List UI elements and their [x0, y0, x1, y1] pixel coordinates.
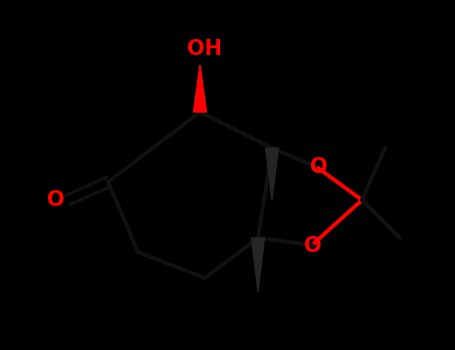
Text: OH: OH: [187, 39, 222, 59]
Polygon shape: [193, 65, 207, 112]
Polygon shape: [252, 238, 264, 292]
Polygon shape: [266, 148, 278, 200]
Text: O: O: [47, 190, 65, 210]
Text: O: O: [310, 157, 328, 177]
Text: O: O: [304, 236, 322, 256]
